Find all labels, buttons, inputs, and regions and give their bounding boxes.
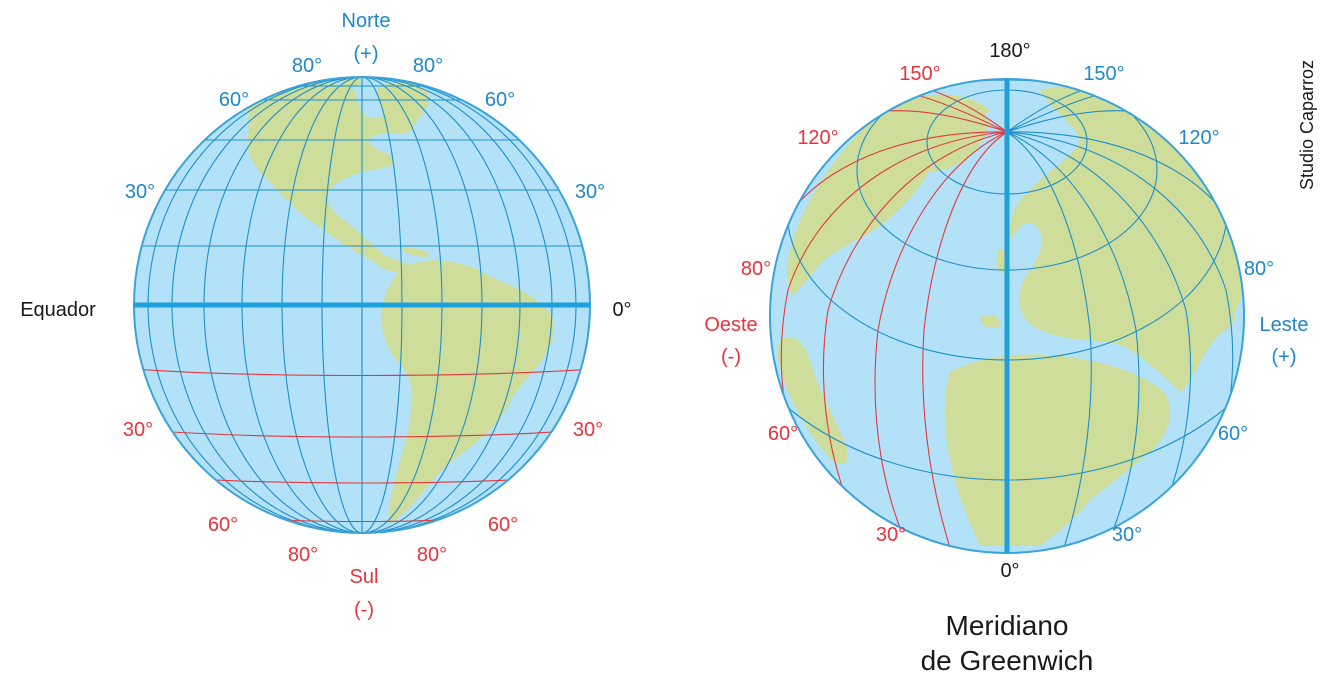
lat-label-s60-left: 60° (208, 514, 238, 536)
credit-label: Studio Caparroz (1297, 60, 1317, 190)
lon-label-e120: 120° (1178, 127, 1219, 149)
lon-label-w150: 150° (899, 63, 940, 85)
lon-label-w60: 60° (768, 423, 798, 445)
lon-label-w30: 30° (876, 524, 906, 546)
north-label: Norte (342, 10, 391, 32)
lon-label-w120: 120° (797, 127, 838, 149)
lon-label-e60: 60° (1218, 423, 1248, 445)
west-label: Oeste (704, 314, 757, 336)
lon-label-w80: 80° (741, 258, 771, 280)
meridian-title-line1: Meridiano (946, 610, 1069, 641)
equator-label: Equador (20, 299, 96, 321)
south-sign: (-) (354, 599, 374, 621)
lon-label-e150: 150° (1083, 63, 1124, 85)
lat-label-n80-left: 80° (292, 55, 322, 77)
south-label: Sul (350, 566, 379, 588)
left-land (247, 77, 555, 524)
lat-label-n30-right: 30° (575, 181, 605, 203)
lat-label-s30-left: 30° (123, 419, 153, 441)
lon-label-e30: 30° (1112, 524, 1142, 546)
meridian-top-degree: 180° (989, 40, 1030, 62)
lat-label-s30-right: 30° (573, 419, 603, 441)
equator-degree: 0° (612, 299, 631, 321)
lat-label-s80-right: 80° (417, 544, 447, 566)
lat-label-s60-right: 60° (488, 514, 518, 536)
lat-label-n60-right: 60° (485, 89, 515, 111)
north-sign: (+) (354, 43, 379, 65)
west-sign: (-) (721, 346, 741, 368)
lat-label-s80-left: 80° (288, 544, 318, 566)
right-globe (769, 78, 1245, 554)
left-globe (133, 76, 591, 534)
lat-label-n80-right: 80° (413, 55, 443, 77)
lat-label-n30-left: 30° (125, 181, 155, 203)
lat-label-n60-left: 60° (219, 89, 249, 111)
east-sign: (+) (1272, 346, 1297, 368)
lon-label-e80: 80° (1244, 258, 1274, 280)
meridian-title-line2: de Greenwich (921, 645, 1094, 676)
meridian-bottom-degree: 0° (1000, 560, 1019, 582)
east-label: Leste (1260, 314, 1309, 336)
